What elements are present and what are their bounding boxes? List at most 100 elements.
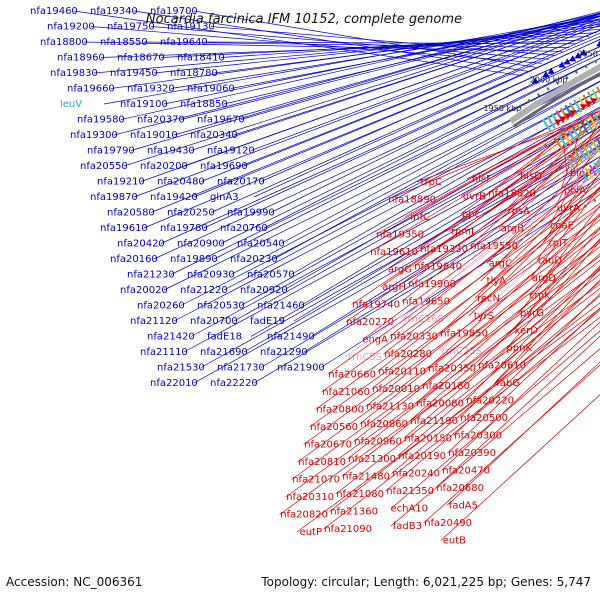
forward-gene-label: nfa20900 [177, 239, 225, 250]
reverse-gene-label: nfa21190 [410, 416, 458, 427]
reverse-gene-label: tlyA [487, 276, 507, 287]
forward-gene-label: nfa19450 [110, 68, 158, 79]
reverse-gene-leader [512, 227, 600, 331]
reverse-gene-leader [351, 136, 600, 305]
reverse-gene-label: nfa20810 [298, 457, 346, 468]
forward-gene-label: nfa20250 [167, 208, 215, 219]
reverse-gene-label: nfa20490 [424, 518, 472, 529]
forward-gene-leader [143, 36, 600, 229]
forward-gene-leader [200, 144, 600, 368]
reverse-gene-arrow [584, 101, 592, 108]
feature-mark [578, 147, 588, 161]
forward-gene-leader [240, 15, 600, 120]
forward-gene-label: leuV [60, 99, 82, 110]
forward-gene-label: nfa19210 [97, 177, 145, 188]
forward-gene-leader [270, 50, 600, 213]
reverse-gene-label: ppnK [506, 343, 532, 354]
reverse-gene-leader [279, 283, 600, 515]
feature-mark [593, 162, 600, 174]
forward-gene-label: nfa20530 [197, 301, 245, 312]
reverse-gene-leader [362, 163, 600, 340]
forward-gene-leader [260, 165, 600, 368]
forward-gene-label: nfa21460 [257, 301, 305, 312]
forward-gene-label: nfa21420 [147, 332, 195, 343]
forward-gene-leader [220, 32, 597, 58]
reverse-gene-leader [309, 215, 600, 428]
forward-gene-label: nfa19060 [187, 84, 235, 95]
forward-gene-label: nfa19690 [200, 161, 248, 172]
reverse-gene-arrow [554, 119, 562, 126]
gene-labels-layer: nfa19460 nfa19340 nfa19700 nfa19200 nfa19750… [30, 6, 600, 547]
forward-gene-leader [220, 57, 600, 244]
forward-gene-label: glnA3 [210, 192, 239, 203]
reverse-gene-leader [453, 293, 600, 436]
reverse-gene-label: rrnC23S [442, 346, 482, 357]
forward-gene-leader [193, 156, 600, 384]
reverse-gene-label: nfa20960 [354, 437, 402, 448]
reverse-gene-label: nfa21070 [292, 475, 340, 486]
forward-gene-label: nfa19120 [207, 146, 255, 157]
reverse-gene-label: nfa20330 [390, 332, 438, 343]
reverse-gene-leader [291, 255, 600, 480]
reverse-gene-label: nfa21090 [324, 524, 372, 535]
forward-gene-leader [150, 30, 600, 213]
forward-gene-label: nfa21690 [200, 347, 248, 358]
forward-gene-label: nfa19420 [150, 192, 198, 203]
reverse-gene-label: tyrS [474, 311, 494, 322]
forward-gene-leader [113, 11, 600, 136]
reverse-gene-label: nfa20220 [466, 396, 514, 407]
reverse-gene-leader [371, 206, 600, 390]
reverse-gene-label: nfa20660 [328, 370, 376, 381]
reverse-gene-leader [359, 232, 600, 425]
reverse-gene-leader [407, 137, 600, 285]
forward-gene-label: nfa19460 [30, 6, 78, 17]
reverse-gene-label: eutB [443, 536, 466, 547]
reverse-gene-label: infC [410, 212, 430, 223]
forward-gene-leader [230, 80, 600, 275]
forward-gene-leader [183, 127, 600, 353]
reverse-gene-leader [536, 172, 600, 261]
reverse-gene-leader [315, 202, 600, 410]
forward-gene-label: nfa19990 [227, 208, 275, 219]
reverse-gene-leader [416, 122, 579, 183]
forward-gene-leader [120, 13, 600, 120]
reverse-gene-leader [353, 246, 600, 442]
feature-mark [595, 137, 600, 146]
reverse-gene-leader [460, 112, 600, 215]
feature-mark [584, 167, 593, 179]
forward-gene-label: nfa20480 [157, 177, 205, 188]
reverse-gene-label: fadB3 [393, 521, 422, 532]
forward-gene-leader [240, 106, 600, 306]
forward-gene-label: nfa21220 [180, 285, 228, 296]
forward-gene-leader [253, 38, 600, 198]
feature-mark [558, 134, 568, 148]
forward-gene-label: nfa19580 [77, 115, 125, 126]
forward-gene-leader [90, 26, 543, 64]
reverse-gene-label: nfa19550 [470, 241, 518, 252]
forward-gene-leader [260, 32, 600, 182]
reverse-gene-leader [439, 187, 600, 334]
reverse-gene-leader [409, 253, 600, 422]
reverse-gene-label: eutP [300, 527, 322, 538]
forward-gene-label: nfa19010 [130, 130, 178, 141]
reverse-gene-label: rplT [549, 238, 569, 249]
accession-label: Accession: NC_006361 [6, 575, 142, 589]
forward-gene-label: nfa19750 [107, 22, 155, 33]
forward-gene-leader [310, 156, 600, 337]
reverse-gene-label: fadA5 [449, 501, 478, 512]
forward-gene-label: nfa20420 [117, 239, 165, 250]
reverse-gene-label: nfa18890 [388, 195, 436, 206]
feature-mark [597, 159, 600, 166]
reverse-gene-label: nfa20180 [422, 381, 470, 392]
forward-gene-label: nfa22010 [150, 378, 198, 389]
forward-gene-label: nfa20920 [240, 285, 288, 296]
forward-gene-label: nfa21490 [267, 332, 315, 343]
reverse-gene-leader [465, 265, 600, 401]
feature-mark [565, 155, 576, 169]
backbone-shadow [508, 63, 600, 124]
feature-mark [584, 118, 594, 132]
forward-gene-leader [253, 177, 600, 384]
reverse-gene-leader [365, 219, 600, 407]
forward-gene-label: nfa20930 [187, 270, 235, 281]
reverse-gene-leader [383, 181, 600, 355]
